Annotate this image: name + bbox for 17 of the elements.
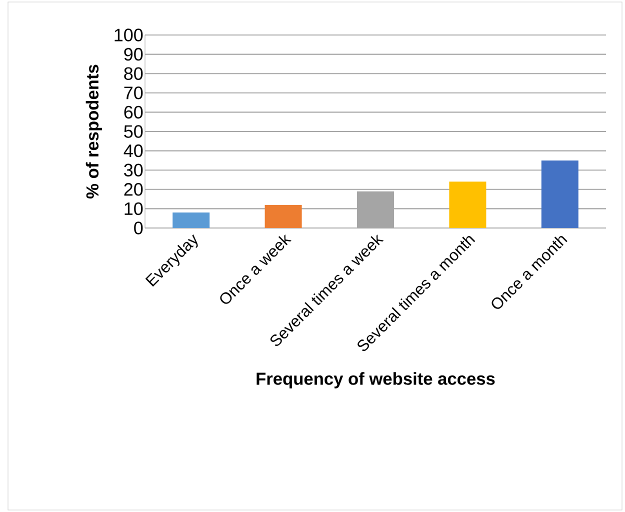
bar (541, 160, 578, 228)
y-tick-label: 60 (124, 106, 143, 119)
y-axis-title: % of respodents (86, 64, 102, 198)
y-tick-label: 20 (124, 183, 143, 196)
y-tick-label: 80 (124, 67, 143, 80)
bar (264, 204, 302, 228)
y-tick-label: 0 (134, 222, 143, 234)
x-axis-title: Frequency of website access (256, 372, 495, 388)
y-tick-label: 100 (114, 28, 143, 42)
y-tick-label: 30 (124, 164, 143, 176)
y-tick-label: 10 (124, 202, 143, 216)
y-tick-label: 50 (124, 125, 143, 138)
y-tick-label: 70 (124, 86, 143, 100)
bar (172, 212, 210, 228)
bar (449, 182, 486, 228)
y-tick-label: 40 (124, 144, 143, 158)
y-tick-label: 90 (124, 48, 143, 61)
